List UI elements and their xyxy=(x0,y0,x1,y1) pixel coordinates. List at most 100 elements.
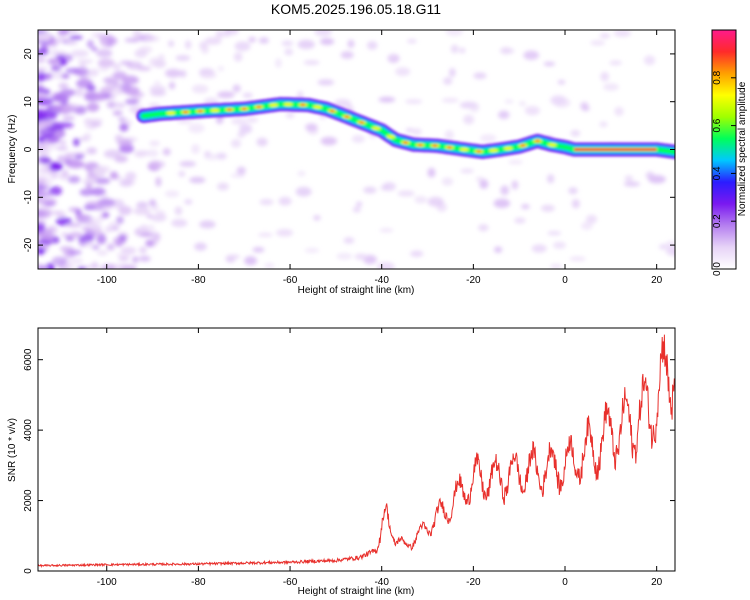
heatmap-noise-blob xyxy=(119,60,133,66)
heatmap-noise-blob xyxy=(57,155,67,164)
heatmap-noise-blob xyxy=(125,98,139,105)
heatmap-noise-blob xyxy=(189,176,206,184)
heatmap-noise-blob xyxy=(77,234,95,243)
colorbar-tick-label: 0.6 xyxy=(712,118,723,132)
heatmap-ridge-spot xyxy=(432,144,438,147)
heatmap-noise-blob xyxy=(178,170,186,178)
heatmap-noise-blob xyxy=(112,63,121,71)
heatmap-noise-blob xyxy=(125,171,137,181)
heatmap-noise-blob xyxy=(378,96,396,103)
heatmap-ridge-spot xyxy=(210,108,220,113)
chart-title: KOM5.2025.196.05.18.G11 xyxy=(271,1,441,17)
heatmap-noise-blob xyxy=(45,72,53,80)
heatmap-noise-blob xyxy=(114,134,124,143)
heatmap-noise-blob xyxy=(199,71,217,79)
heatmap-noise-blob xyxy=(552,241,566,249)
heatmap-x-tick-label: -100 xyxy=(97,275,117,286)
heatmap-noise-blob xyxy=(139,246,147,254)
heatmap-noise-blob xyxy=(113,71,127,80)
heatmap-noise-blob xyxy=(191,84,209,94)
heatmap-noise-blob xyxy=(450,44,459,54)
heatmap-noise-blob xyxy=(550,264,562,269)
heatmap-noise-blob xyxy=(132,30,142,38)
heatmap-noise-blob xyxy=(449,67,456,78)
heatmap-noise-blob xyxy=(460,168,474,174)
heatmap-noise-blob xyxy=(191,144,200,154)
heatmap-noise-blob xyxy=(303,60,320,65)
heatmap-noise-blob xyxy=(586,214,598,224)
heatmap-noise-blob xyxy=(143,35,161,42)
heatmap-ridge-spot xyxy=(547,142,557,147)
heatmap-noise-blob xyxy=(62,116,75,121)
heatmap-noise-blob xyxy=(100,38,108,47)
heatmap-noise-blob xyxy=(60,246,73,251)
heatmap-noise-blob xyxy=(50,65,62,72)
heatmap-noise-blob xyxy=(540,204,555,212)
heatmap-noise-blob xyxy=(614,106,624,116)
heatmap-noise-blob xyxy=(86,118,104,123)
heatmap-noise-blob xyxy=(78,137,87,142)
heatmap-noise-blob xyxy=(93,166,106,177)
heatmap-noise-blob xyxy=(524,105,540,116)
snr-y-tick-label: 4000 xyxy=(23,419,34,442)
heatmap-noise-blob xyxy=(244,256,258,266)
heatmap-ridge-spot xyxy=(535,139,541,143)
snr-x-tick-label: -80 xyxy=(191,577,206,588)
heatmap-noise-blob xyxy=(134,150,150,156)
heatmap-noise-blob xyxy=(414,195,428,204)
heatmap-noise-blob xyxy=(568,187,578,195)
heatmap-noise-blob xyxy=(149,140,160,147)
heatmap-noise-blob xyxy=(343,237,355,244)
heatmap-noise-blob xyxy=(463,114,475,125)
heatmap-noise-blob xyxy=(71,257,84,265)
heatmap-noise-blob xyxy=(70,49,89,58)
heatmap-x-tick-label: -40 xyxy=(374,275,389,286)
heatmap-noise-blob xyxy=(613,30,631,37)
heatmap-noise-blob xyxy=(252,247,265,253)
heatmap-noise-blob xyxy=(478,224,489,232)
heatmap-noise-blob xyxy=(175,55,191,61)
heatmap-noise-blob xyxy=(355,201,363,207)
heatmap-noise-blob xyxy=(38,243,49,248)
heatmap-ridge-spot xyxy=(256,105,262,109)
heatmap-noise-blob xyxy=(153,80,161,86)
snr-series-line xyxy=(38,334,675,568)
heatmap-ridge-spot xyxy=(183,110,189,114)
snr-x-tick-label: 20 xyxy=(651,577,663,588)
heatmap-noise-blob xyxy=(257,232,273,237)
heatmap-noise-blob xyxy=(139,232,154,237)
heatmap-noise-blob xyxy=(179,70,187,78)
heatmap-noise-blob xyxy=(46,138,57,144)
heatmap-noise-blob xyxy=(55,54,66,60)
heatmap-noise-blob xyxy=(231,118,247,125)
heatmap-noise-blob xyxy=(96,249,108,256)
colorbar-tick-label: 0.4 xyxy=(712,166,723,180)
heatmap-noise-blob xyxy=(155,210,166,219)
heatmap-noise-blob xyxy=(155,176,162,187)
heatmap-noise-blob xyxy=(314,30,332,37)
colorbar-tick-label: 0.8 xyxy=(712,70,723,84)
heatmap-noise-blob xyxy=(201,44,209,55)
heatmap-noise-blob xyxy=(89,225,103,234)
colorbar-ticks: 0.0 0.2 0.4 0.6 0.8 xyxy=(712,70,736,276)
heatmap-noise-blob xyxy=(217,91,235,99)
heatmap-noise-blob xyxy=(226,254,241,259)
heatmap-noise-blob xyxy=(152,232,161,242)
heatmap-x-tick-label: -20 xyxy=(466,275,481,286)
heatmap-noise-blob xyxy=(47,225,58,235)
heatmap-x-tick-label: -60 xyxy=(283,275,298,286)
heatmap-noise-blob xyxy=(38,265,47,269)
heatmap-x-ticks: -100 -80 -60 -40 -20 0 20 xyxy=(97,30,663,286)
heatmap-noise-blob xyxy=(38,210,47,217)
heatmap-noise-blob xyxy=(38,179,47,184)
heatmap-noise-blob xyxy=(188,123,205,134)
heatmap-noise-blob xyxy=(304,248,320,253)
heatmap-noise-blob xyxy=(217,182,229,191)
heatmap-noise-blob xyxy=(599,121,608,128)
heatmap-noise-blob xyxy=(570,129,581,137)
heatmap-noise-blob xyxy=(427,167,436,178)
heatmap-noise-blob xyxy=(648,175,666,184)
heatmap-noise-blob xyxy=(411,128,422,135)
heatmap-noise-blob xyxy=(518,101,526,106)
